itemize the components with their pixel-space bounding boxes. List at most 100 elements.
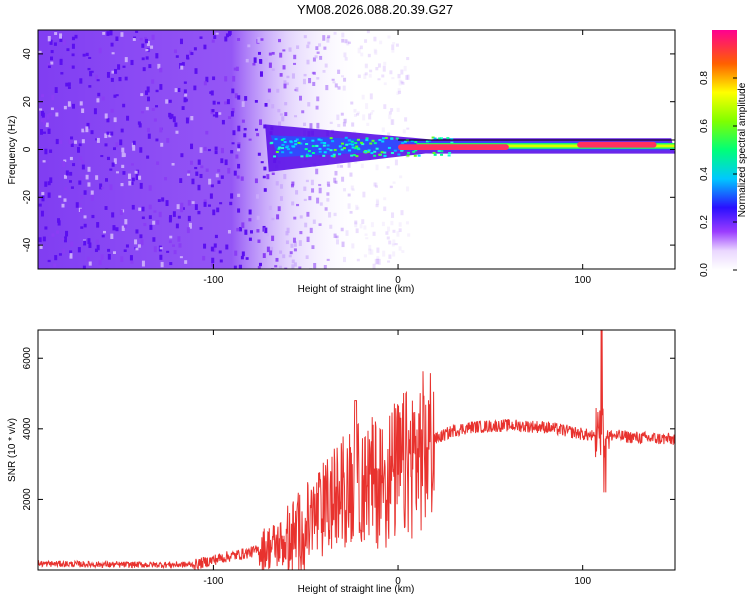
spectrogram-noise-cell	[86, 256, 90, 262]
signal-speckle	[347, 139, 351, 142]
spectrogram-noise-cell	[189, 160, 193, 165]
spectrogram-noise-cell	[168, 240, 172, 244]
spectrogram-noise-cell	[39, 108, 43, 111]
spectrogram-noise-cell	[227, 31, 231, 37]
spectrogram-noise-cell	[179, 38, 183, 45]
signal-speckle	[289, 151, 293, 154]
signal-speckle	[348, 143, 352, 146]
signal-speckle	[365, 139, 369, 142]
spectrogram-noise-cell	[41, 191, 45, 198]
spectrogram-noise-cell	[275, 181, 279, 186]
spectrogram-noise-cell	[43, 116, 47, 122]
spectrogram-noise-cell	[259, 58, 263, 63]
spectrogram-noise-cell	[397, 73, 401, 79]
spectrogram-noise-cell	[101, 96, 105, 101]
spectrogram-noise-cell	[89, 71, 93, 77]
spectrogram-noise-cell	[312, 219, 316, 224]
spectrogram-noise-cell	[314, 55, 318, 59]
signal-speckle	[432, 151, 436, 154]
spectrogram-noise-cell	[123, 224, 127, 228]
spectrogram-noise-cell	[115, 142, 119, 148]
spectrogram-noise-cell	[214, 150, 218, 155]
spectrogram-noise-cell	[199, 36, 203, 39]
signal-speckle	[283, 141, 287, 144]
spectrogram-noise-cell	[171, 244, 175, 247]
spectrogram-noise-cell	[215, 111, 219, 118]
spectrogram-noise-cell	[50, 56, 54, 61]
spectrogram-noise-cell	[391, 77, 395, 80]
spectrogram-noise-cell	[180, 206, 184, 213]
spectrogram-noise-cell	[185, 117, 189, 124]
spectrogram-noise-cell	[329, 121, 333, 125]
spectrogram-y-tick-label: 0	[22, 146, 33, 152]
spectrogram-noise-cell	[109, 184, 113, 191]
spectrogram-noise-cell	[231, 142, 235, 145]
spectrogram-noise-cell	[102, 31, 106, 35]
spectrogram-x-tick-label: 0	[395, 275, 401, 286]
spectrogram-noise-cell	[80, 226, 84, 229]
spectrogram-noise-cell	[368, 248, 372, 255]
spectrogram-noise-cell	[122, 171, 126, 175]
spectrogram-noise-cell	[47, 65, 51, 68]
spectrogram-noise-cell	[179, 256, 183, 259]
signal-speckle	[384, 136, 388, 139]
spectrogram-noise-cell	[81, 108, 85, 114]
spectrogram-noise-cell	[248, 237, 252, 241]
spectrogram-noise-cell	[81, 128, 85, 133]
spectrogram-noise-cell	[389, 70, 393, 75]
spectrogram-noise-cell	[289, 251, 293, 255]
spectrogram-noise-cell	[277, 108, 281, 113]
spectrogram-noise-cell	[316, 77, 320, 80]
signal-speckle	[294, 143, 298, 146]
spectrogram-noise-cell	[75, 202, 79, 208]
signal-speckle	[320, 141, 324, 144]
spectrogram-noise-cell	[266, 246, 270, 253]
signal-speckle	[425, 140, 429, 143]
spectrogram-noise-cell	[104, 206, 108, 210]
signal-speckle	[417, 154, 421, 157]
spectrogram-noise-cell	[111, 212, 115, 218]
signal-speckle	[450, 141, 454, 144]
spectrogram-noise-cell	[364, 233, 368, 236]
signal-speckle	[387, 146, 391, 149]
spectrogram-noise-cell	[406, 186, 410, 192]
spectrogram-noise-cell	[63, 236, 67, 243]
spectrogram-noise-cell	[370, 111, 374, 115]
spectrogram-noise-cell	[271, 104, 275, 109]
spectrogram-noise-cell	[237, 208, 241, 213]
spectrogram-noise-cell	[79, 176, 83, 180]
spectrogram-noise-cell	[157, 63, 161, 69]
signal-speckle	[344, 136, 348, 139]
spectrogram-noise-cell	[83, 215, 87, 219]
spectrogram-noise-cell	[78, 180, 82, 185]
spectrogram-noise-cell	[243, 127, 247, 131]
spectrogram-noise-cell	[263, 124, 267, 129]
signal-speckle	[414, 140, 418, 143]
spectrogram-noise-cell	[78, 203, 82, 206]
spectrogram-noise-cell	[135, 174, 139, 181]
spectrogram-noise-cell	[85, 52, 89, 57]
spectrogram-noise-cell	[160, 142, 164, 147]
spectrogram-noise-cell	[85, 174, 89, 180]
spectrogram-noise-cell	[318, 183, 322, 187]
signal-speckle	[361, 143, 365, 146]
spectrogram-noise-cell	[271, 68, 275, 71]
spectrogram-noise-cell	[371, 110, 375, 113]
signal-speckle	[390, 151, 394, 154]
spectrogram-y-tick-label: 40	[22, 48, 33, 60]
spectrogram-noise-cell	[257, 152, 261, 156]
spectrogram-noise-cell	[174, 88, 178, 93]
spectrogram-noise-cell	[118, 77, 122, 82]
spectrogram-noise-cell	[165, 200, 169, 207]
spectrogram-noise-cell	[326, 37, 330, 43]
spectrogram-noise-cell	[220, 147, 224, 154]
spectrogram-noise-cell	[329, 224, 333, 229]
spectrogram-noise-cell	[130, 59, 134, 66]
spectrogram-noise-cell	[210, 262, 214, 267]
spectrogram-noise-cell	[211, 39, 215, 43]
spectrogram-noise-cell	[368, 113, 372, 120]
signal-speckle	[375, 147, 379, 150]
spectrogram-noise-cell	[364, 63, 368, 69]
spectrogram-noise-cell	[185, 54, 189, 59]
spectrogram-noise-cell	[115, 36, 119, 41]
